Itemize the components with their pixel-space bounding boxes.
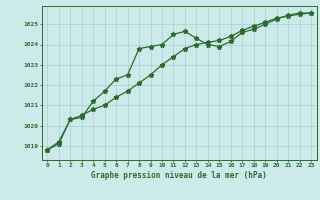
X-axis label: Graphe pression niveau de la mer (hPa): Graphe pression niveau de la mer (hPa)	[91, 171, 267, 180]
